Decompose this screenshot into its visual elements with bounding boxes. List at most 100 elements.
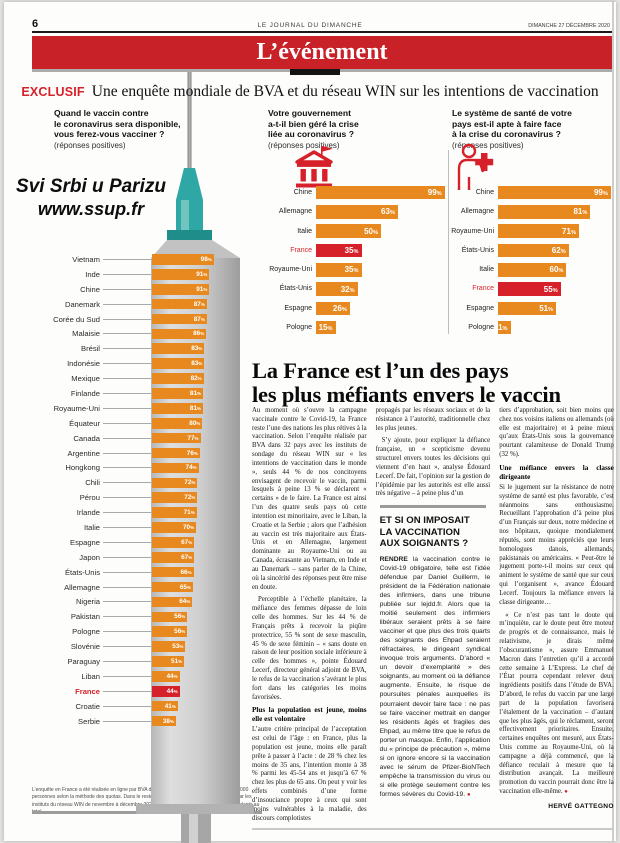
- sidebar-text: RENDRE la vaccination contre le Covid-19…: [379, 555, 491, 798]
- sidebar-rule: [380, 505, 486, 509]
- value-bar: 70%: [152, 522, 197, 533]
- chart-row: Croatie 41%: [36, 699, 218, 714]
- chart-row: Liban 44%: [36, 669, 218, 684]
- value-bar: 35%: [316, 263, 362, 277]
- leader-line: [103, 675, 151, 677]
- country-label: France: [290, 246, 312, 254]
- country-label: Canada: [73, 433, 100, 443]
- bar-zone: 44%: [152, 671, 218, 682]
- watermark: Svi Srbi u Parizu www.ssup.fr: [4, 176, 178, 220]
- bar-zone: 67%: [152, 551, 218, 563]
- leader-line: [103, 571, 151, 573]
- value-bar: 71%: [498, 224, 579, 238]
- bar-zone: 83%: [152, 358, 218, 369]
- paragraph: S’y ajoute, pour expliquer la défiance f…: [375, 437, 491, 498]
- country-label: Nigeria: [75, 597, 100, 607]
- value-label: 99%: [427, 188, 442, 198]
- value-label: 98%: [200, 255, 212, 263]
- barrel-shoulder: [151, 240, 240, 258]
- bar-zone: 65%: [152, 581, 218, 593]
- value-bar: 35%: [316, 243, 362, 258]
- leader-line: [103, 660, 151, 662]
- header-rule: [32, 31, 612, 33]
- chart-row: Allemagne 63%: [256, 202, 451, 221]
- country-label: Mexique: [71, 374, 100, 384]
- chart2-header: Votre gouvernement a-t-il bien géré la c…: [268, 108, 423, 150]
- bar-zone: 72%: [152, 477, 218, 489]
- needle-hub-cone: [176, 168, 203, 200]
- article-column-2: propagés par les réseaux sociaux et de l…: [376, 407, 491, 827]
- value-bar: 91%: [152, 269, 210, 280]
- chart-row: Espagne 26%: [256, 299, 451, 318]
- subhead: Une méfiance envers la classe dirigeante: [499, 463, 614, 481]
- bar-zone: 44%: [152, 685, 218, 697]
- bar-zone: 77%: [152, 432, 218, 444]
- value-label: 80%: [189, 419, 201, 427]
- sidebar-lead-word: RENDRE: [379, 555, 408, 563]
- bar-zone: 66%: [152, 566, 218, 578]
- value-label: 71%: [562, 226, 576, 236]
- leader-line: [103, 378, 151, 380]
- value-label: 26%: [332, 303, 347, 313]
- chart-row: Malaisie 86%: [36, 326, 218, 341]
- leader-line: [103, 437, 151, 439]
- bar-zone: 82%: [152, 373, 218, 384]
- chart-row: Mexique 82%: [36, 371, 218, 386]
- chart-row: Serbie 38%: [36, 714, 218, 729]
- value-label: 91%: [196, 270, 208, 278]
- value-label: 81%: [573, 207, 588, 217]
- bar-zone: 81%: [152, 388, 218, 399]
- leader-line: [103, 601, 151, 603]
- leader-line: [103, 318, 151, 320]
- leader-line: [103, 482, 151, 484]
- country-label: Slovénie: [70, 642, 100, 652]
- chart-row: Italie 60%: [438, 260, 616, 279]
- finger-flange: [136, 804, 254, 814]
- country-label: Allemagne: [278, 208, 312, 216]
- leader-line: [103, 586, 151, 588]
- exclusif-tag: EXCLUSIF: [21, 85, 85, 99]
- watermark-line2: www.ssup.fr: [37, 198, 145, 219]
- value-label: 83%: [191, 345, 203, 353]
- chart-row: Italie 70%: [36, 520, 218, 535]
- value-bar: 53%: [152, 641, 186, 652]
- hub-flange: [167, 230, 212, 240]
- country-label: Brésil: [81, 344, 100, 354]
- bar-zone: 41%: [152, 700, 218, 712]
- chart-row: Paraguay 51%: [36, 654, 218, 669]
- end-mark: ●: [564, 789, 568, 796]
- value-bar: 26%: [316, 301, 350, 316]
- paragraph: Perceptible à l’échelle planétaire, la m…: [252, 596, 367, 701]
- value-bar: 44%: [152, 685, 180, 697]
- value-bar: 81%: [152, 388, 204, 399]
- value-bar: 76%: [152, 447, 200, 459]
- country-label: France: [75, 686, 100, 696]
- chart-divider: [448, 150, 449, 334]
- chart-row: Allemagne 65%: [36, 580, 218, 595]
- value-bar: 74%: [152, 462, 199, 474]
- chart-row: Pologne 15%: [256, 318, 451, 337]
- bar-zone: 64%: [152, 596, 218, 608]
- country-label: Paraguay: [67, 656, 100, 666]
- page-edge-shadow: [612, 0, 614, 843]
- paragraph: Si le jugement sur la résistance de notr…: [499, 483, 614, 606]
- chart-row: Italie 50%: [256, 222, 451, 241]
- leader-line: [103, 467, 151, 469]
- chart-row: Vietnam 98%: [36, 252, 218, 267]
- value-bar: 81%: [152, 403, 204, 414]
- government-crisis-chart: Chine 99% Allemagne 63% Italie 50% France 35% Ro…: [256, 183, 451, 337]
- value-label: 55%: [543, 284, 558, 294]
- value-label: 51%: [171, 657, 183, 665]
- bar-zone: 80%: [152, 417, 218, 429]
- leader-line: [103, 631, 151, 633]
- chart-row: Inde 91%: [36, 267, 218, 282]
- country-label: Équateur: [69, 418, 100, 428]
- value-bar: 86%: [152, 328, 207, 340]
- vaccine-intent-chart: Vietnam 98% Inde 91% Chine 91% Danemark 87% Coré…: [36, 252, 218, 729]
- end-mark: ●: [466, 792, 471, 798]
- value-label: 87%: [193, 315, 205, 323]
- bar-zone: 56%: [152, 611, 218, 623]
- value-label: 53%: [172, 643, 184, 651]
- leader-line: [103, 273, 151, 275]
- chart-row: Pologne 56%: [36, 624, 218, 639]
